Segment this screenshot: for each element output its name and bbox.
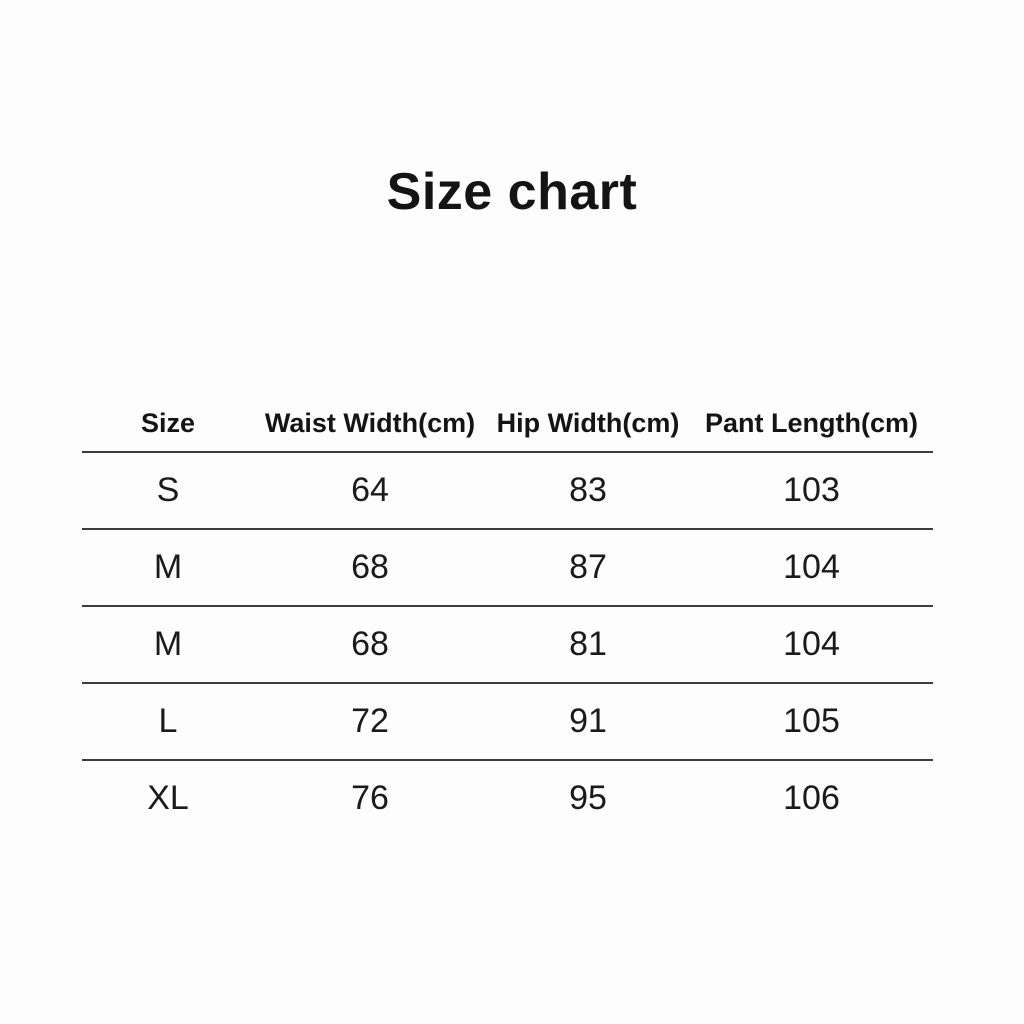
table-row-s: S 64 83 103 <box>82 452 933 530</box>
cell-waist-width: 72 <box>254 683 486 761</box>
table-row-xl: XL 76 95 106 <box>82 760 933 836</box>
size-table: Size Waist Width(cm) Hip Width(cm) Pant … <box>82 395 933 836</box>
cell-waist-width: 68 <box>254 529 486 607</box>
column-header-hip-width: Hip Width(cm) <box>486 395 690 453</box>
cell-pant-length: 106 <box>783 779 840 817</box>
cell-size: M <box>82 606 254 684</box>
cell-pant-length: 103 <box>690 452 933 530</box>
cell-waist-width: 76 <box>351 779 389 817</box>
table-header-row: Size Waist Width(cm) Hip Width(cm) Pant … <box>82 395 933 453</box>
cell-hip-width: 91 <box>486 683 690 761</box>
cell-size: S <box>82 452 254 530</box>
cell-pant-length: 105 <box>690 683 933 761</box>
cell-waist-width: 68 <box>254 606 486 684</box>
table-row-l: L 72 91 105 <box>82 683 933 761</box>
column-header-pant-length: Pant Length(cm) <box>690 395 933 453</box>
cell-size: XL <box>147 779 189 817</box>
table-row-m2: M 68 81 104 <box>82 606 933 684</box>
cell-hip-width: 95 <box>569 779 607 817</box>
cell-size: M <box>82 529 254 607</box>
cell-hip-width: 87 <box>486 529 690 607</box>
column-header-size: Size <box>82 395 254 453</box>
cell-pant-length: 104 <box>690 606 933 684</box>
page-title: Size chart <box>386 163 638 221</box>
table-row-m1: M 68 87 104 <box>82 529 933 607</box>
cell-pant-length: 104 <box>690 529 933 607</box>
column-header-waist-width: Waist Width(cm) <box>254 395 486 453</box>
cell-waist-width: 64 <box>254 452 486 530</box>
cell-hip-width: 83 <box>486 452 690 530</box>
cell-size: L <box>82 683 254 761</box>
cell-hip-width: 81 <box>486 606 690 684</box>
